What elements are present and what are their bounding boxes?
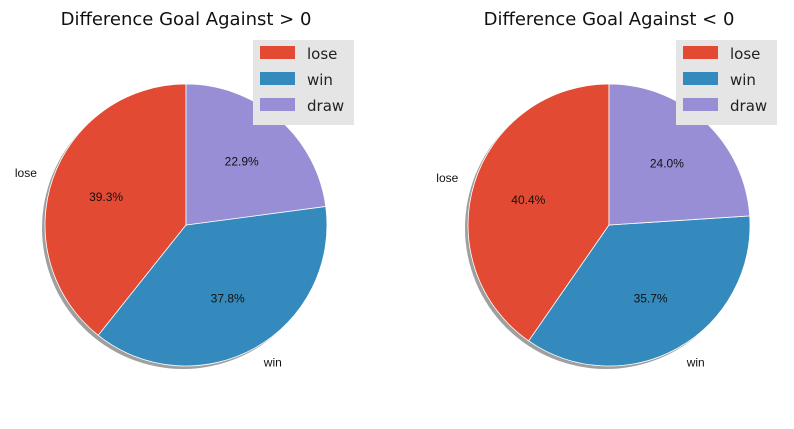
slice-value-lose: 40.4% — [511, 193, 545, 207]
slice-value-draw: 24.0% — [650, 156, 684, 170]
pie-slices — [467, 83, 751, 367]
chart-title: Difference Goal Against > 0 — [61, 9, 312, 30]
legend-swatch-win — [683, 72, 718, 85]
pie-slice-lose — [44, 83, 187, 336]
pie-slices — [44, 83, 328, 367]
pie-slice-win — [528, 215, 751, 367]
slice-label-lose: lose — [15, 166, 37, 180]
legend-label-draw: draw — [307, 97, 344, 115]
legend-label-win: win — [307, 71, 333, 89]
legend-swatch-win — [260, 72, 295, 85]
slice-value-win: 37.8% — [211, 292, 245, 306]
legend-swatch-draw — [683, 98, 718, 111]
legend-label-lose: lose — [307, 45, 337, 63]
legend: lose win draw — [253, 40, 354, 125]
pie-chart-right: Difference Goal Against < 0 lose 40.4% win… — [436, 9, 777, 370]
slice-label-win: win — [263, 355, 282, 369]
slice-value-lose: 39.3% — [89, 190, 123, 204]
legend-swatch-lose — [683, 46, 718, 59]
pie-chart-left: Difference Goal Against > 0 lose 39.3% win… — [15, 9, 354, 369]
slice-label-lose: lose — [436, 171, 458, 185]
slice-value-draw: 22.9% — [225, 154, 259, 168]
legend: lose win draw — [676, 40, 777, 125]
legend-swatch-draw — [260, 98, 295, 111]
legend-label-win: win — [730, 71, 756, 89]
legend-label-draw: draw — [730, 97, 767, 115]
pie-slice-win — [97, 206, 328, 367]
slice-label-win: win — [686, 356, 705, 370]
slice-value-win: 35.7% — [634, 292, 668, 306]
pie-slice-lose — [467, 83, 610, 342]
chart-title: Difference Goal Against < 0 — [484, 9, 735, 30]
legend-label-lose: lose — [730, 45, 760, 63]
legend-swatch-lose — [260, 46, 295, 59]
